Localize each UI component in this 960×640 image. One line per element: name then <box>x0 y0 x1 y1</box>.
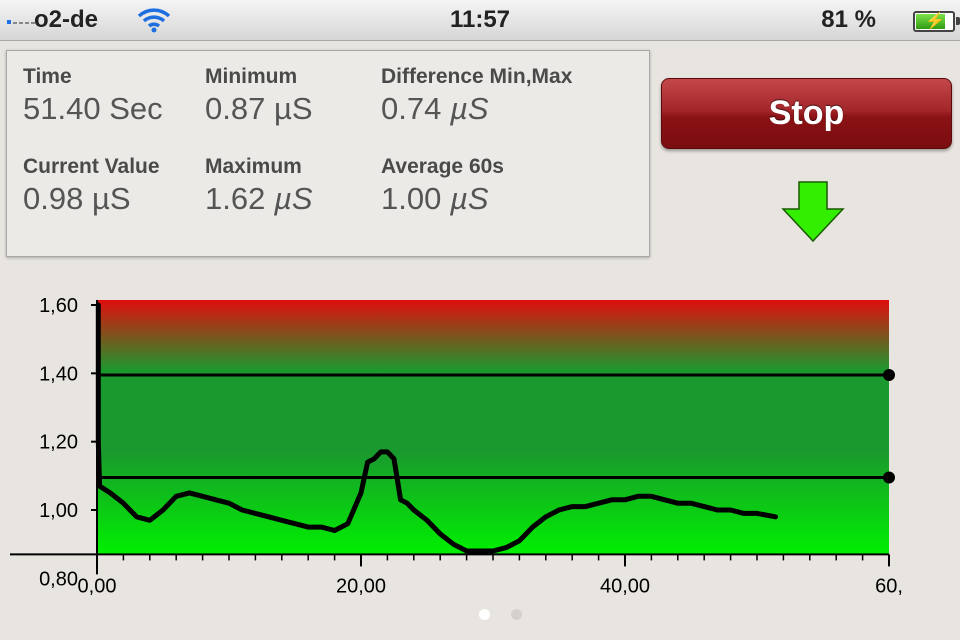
battery-percentage: 81 % <box>821 6 876 33</box>
average-stat: Average 60s 1.00 µS <box>381 155 504 217</box>
y-tick-label: 0,80 <box>39 568 78 590</box>
page-dot[interactable] <box>511 609 522 620</box>
stop-button[interactable]: Stop <box>661 78 952 149</box>
current-label: Current Value <box>23 155 160 178</box>
y-tick-label: 1,00 <box>39 500 78 522</box>
tick-labels: 0,80 1,00 1,20 1,40 1,60 0,00 20,00 40,00 60, <box>39 295 903 597</box>
x-tick-label: 20,00 <box>336 575 386 597</box>
minimum-stat: Minimum 0.87 µS <box>205 65 313 127</box>
current-value-stat: Current Value 0.98 µS <box>23 155 160 217</box>
x-tick-label: 0,00 <box>78 575 117 597</box>
difference-unit: µS <box>449 91 489 126</box>
maximum-value: 1.62 µS <box>205 181 313 217</box>
maximum-number: 1.62 <box>205 181 266 216</box>
average-value: 1.00 µS <box>381 181 504 217</box>
down-arrow-icon <box>781 181 845 243</box>
page-dot[interactable] <box>479 609 490 620</box>
series-line <box>95 302 778 554</box>
difference-number: 0.74 <box>381 91 442 126</box>
current-value: 0.98 µS <box>23 181 160 217</box>
minimum-value: 0.87 µS <box>205 91 313 127</box>
clock: 11:57 <box>449 6 511 33</box>
threshold-handle <box>883 369 895 382</box>
minimum-number: 0.87 <box>205 91 266 126</box>
maximum-unit: µS <box>273 181 313 216</box>
current-number: 0.98 <box>23 181 84 216</box>
y-tick-label: 1,60 <box>39 295 78 317</box>
difference-stat: Difference Min,Max 0.74 µS <box>381 65 572 127</box>
y-tick-label: 1,40 <box>39 363 78 385</box>
down-arrow-shape <box>781 181 845 243</box>
time-stat: Time 51.40 Sec <box>23 65 163 127</box>
x-tick-label: 40,00 <box>600 575 650 597</box>
current-unit: µS <box>91 181 131 216</box>
maximum-stat: Maximum 1.62 µS <box>205 155 313 217</box>
time-value: 51.40 Sec <box>23 91 163 126</box>
wifi-icon <box>137 8 171 33</box>
stats-panel: Time 51.40 Sec Minimum 0.87 µS Differenc… <box>6 50 650 257</box>
minimum-unit: µS <box>273 91 313 126</box>
difference-label: Difference Min,Max <box>381 65 573 88</box>
conductance-chart: 0,80 1,00 1,20 1,40 1,60 0,00 20,00 40,00 60, <box>10 295 903 597</box>
average-label: Average 60s <box>381 155 504 178</box>
minimum-label: Minimum <box>205 65 298 88</box>
difference-value: 0.74 µS <box>381 91 572 127</box>
average-number: 1.00 <box>381 181 442 216</box>
status-bar: o2-de 11:57 81 % ⚡ <box>0 0 960 41</box>
battery-icon: ⚡ <box>913 11 960 32</box>
time-label: Time <box>23 65 72 88</box>
maximum-label: Maximum <box>205 155 302 178</box>
y-tick-label: 1,20 <box>39 432 78 454</box>
average-unit: µS <box>449 181 489 216</box>
x-tick-label: 60, <box>875 575 903 597</box>
carrier-name: o2-de <box>34 6 99 33</box>
threshold-handle <box>883 471 895 484</box>
threshold-lines <box>97 369 895 484</box>
signal-strength-icon <box>7 20 35 24</box>
